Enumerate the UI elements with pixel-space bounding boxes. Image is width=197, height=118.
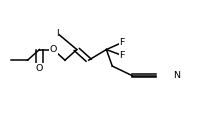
Text: O: O [49, 45, 57, 54]
Text: F: F [119, 38, 125, 47]
Text: I: I [56, 29, 59, 38]
Text: N: N [173, 71, 180, 80]
Text: F: F [119, 51, 125, 60]
Text: O: O [36, 64, 43, 73]
